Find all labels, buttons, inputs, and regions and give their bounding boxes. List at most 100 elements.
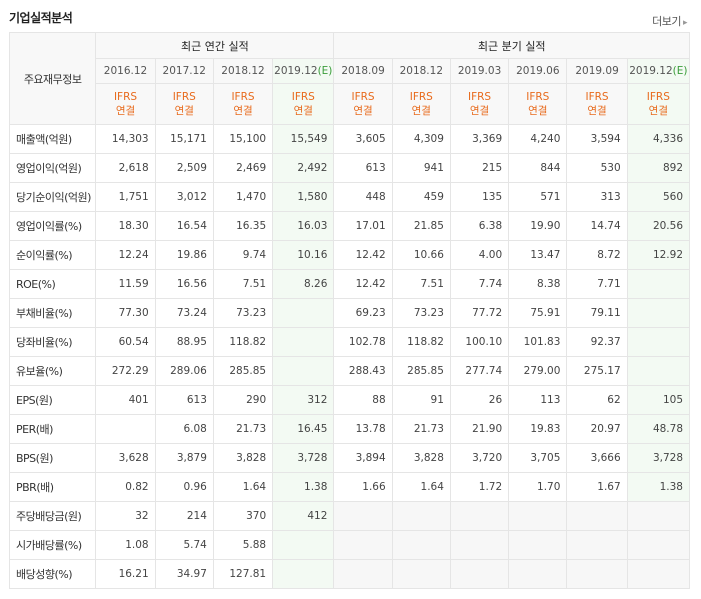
value-cell: 560 bbox=[626, 182, 691, 212]
value-cell: 7.71 bbox=[566, 269, 628, 299]
table-row: BPS(원) 3,628 3,879 3,828 3,728 3,894 3,828 3,72… bbox=[8, 443, 691, 473]
value-cell: 13.47 bbox=[508, 240, 568, 270]
value-cell: 18.30 bbox=[95, 211, 156, 241]
value-cell: 15,549 bbox=[272, 124, 335, 154]
period-label: 2019.12 bbox=[274, 65, 318, 77]
metric-label: ROE(%) bbox=[8, 269, 97, 299]
value-cell: 459 bbox=[391, 182, 451, 212]
value-cell: 1.38 bbox=[272, 472, 335, 502]
value-cell: 613 bbox=[333, 153, 393, 183]
value-cell: 1.38 bbox=[626, 472, 691, 502]
ifrs-cell: IFRS 연결 bbox=[391, 83, 451, 125]
value-cell: 1,580 bbox=[272, 182, 335, 212]
value-cell: 79.11 bbox=[566, 298, 628, 328]
value-cell: 16.45 bbox=[272, 414, 335, 444]
value-cell: 530 bbox=[566, 153, 628, 183]
value-cell bbox=[626, 298, 691, 328]
value-cell: 12.42 bbox=[333, 240, 393, 270]
value-cell: 3,705 bbox=[508, 443, 568, 473]
metric-label: 시가배당률(%) bbox=[8, 530, 97, 560]
metric-label: 순이익률(%) bbox=[8, 240, 97, 270]
value-cell: 101.83 bbox=[508, 327, 568, 357]
value-cell: 7.74 bbox=[449, 269, 510, 299]
estimate-mark: (E) bbox=[672, 65, 688, 77]
value-cell bbox=[391, 501, 451, 531]
value-cell: 12.92 bbox=[626, 240, 691, 270]
value-cell bbox=[391, 559, 451, 589]
table-row: 주당배당금(원) 32 214 370 412 bbox=[8, 501, 691, 531]
value-cell: 285.85 bbox=[391, 356, 451, 386]
consolidated-label: 연결 bbox=[469, 105, 490, 117]
value-cell: 6.38 bbox=[449, 211, 510, 241]
value-cell: 19.83 bbox=[508, 414, 568, 444]
value-cell bbox=[508, 530, 568, 560]
value-cell bbox=[449, 501, 510, 531]
ifrs-label: IFRS bbox=[526, 91, 550, 103]
value-cell: 941 bbox=[391, 153, 451, 183]
value-cell: 4,309 bbox=[391, 124, 451, 154]
value-cell bbox=[333, 501, 393, 531]
value-cell bbox=[626, 269, 691, 299]
value-cell bbox=[272, 356, 335, 386]
ifrs-label: IFRS bbox=[291, 91, 315, 103]
value-cell: 7.51 bbox=[391, 269, 451, 299]
value-cell: 69.23 bbox=[333, 298, 393, 328]
value-cell: 16.21 bbox=[95, 559, 156, 589]
value-cell: 10.16 bbox=[272, 240, 335, 270]
value-cell: 21.90 bbox=[449, 414, 510, 444]
consolidated-label: 연결 bbox=[528, 105, 548, 117]
value-cell: 16.03 bbox=[272, 211, 335, 241]
more-link[interactable]: 더보기 ▸ bbox=[652, 13, 687, 29]
value-cell bbox=[391, 530, 451, 560]
ifrs-cell: IFRS 연결 bbox=[272, 83, 335, 125]
value-cell bbox=[626, 559, 691, 589]
ifrs-cell: IFRS 연결 bbox=[566, 83, 628, 125]
value-cell bbox=[272, 327, 335, 357]
table-row: 유보율(%) 272.29 289.06 285.85 288.43 285.85 277.… bbox=[8, 356, 691, 386]
period-label: 2019.03 bbox=[457, 65, 502, 77]
consolidated-label: 연결 bbox=[353, 105, 373, 117]
value-cell: 6.08 bbox=[154, 414, 214, 444]
value-cell: 16.54 bbox=[154, 211, 214, 241]
ifrs-label: IFRS bbox=[172, 91, 196, 103]
ifrs-label: IFRS bbox=[231, 91, 255, 103]
metric-label: BPS(원) bbox=[8, 443, 97, 473]
ifrs-label: IFRS bbox=[409, 91, 433, 103]
value-cell: 91 bbox=[391, 385, 451, 415]
value-cell: 214 bbox=[154, 501, 214, 531]
period-cell: 2019.12(E) bbox=[272, 58, 335, 84]
value-cell: 288.43 bbox=[333, 356, 393, 386]
value-cell: 3,720 bbox=[449, 443, 510, 473]
value-cell: 60.54 bbox=[95, 327, 156, 357]
more-label[interactable]: 더보기 bbox=[652, 15, 681, 28]
value-cell: 20.97 bbox=[566, 414, 628, 444]
consolidated-label: 연결 bbox=[648, 105, 668, 117]
table-row: 시가배당률(%) 1.08 5.74 5.88 bbox=[8, 530, 691, 560]
table-row: 배당성향(%) 16.21 34.97 127.81 bbox=[8, 559, 691, 589]
value-cell bbox=[626, 327, 691, 357]
ifrs-cell: IFRS 연결 bbox=[449, 83, 510, 125]
value-cell: 113 bbox=[508, 385, 568, 415]
value-cell: 15,171 bbox=[154, 124, 214, 154]
value-cell: 3,828 bbox=[391, 443, 451, 473]
value-cell bbox=[449, 559, 510, 589]
value-cell: 844 bbox=[508, 153, 568, 183]
period-cell: 2019.12(E) bbox=[626, 58, 691, 84]
ifrs-label: IFRS bbox=[585, 91, 609, 103]
value-cell: 3,728 bbox=[272, 443, 335, 473]
value-cell: 9.74 bbox=[212, 240, 274, 270]
value-cell: 12.42 bbox=[333, 269, 393, 299]
ifrs-cell: IFRS 연결 bbox=[626, 83, 691, 125]
value-cell: 13.78 bbox=[333, 414, 393, 444]
ifrs-cell: IFRS 연결 bbox=[508, 83, 568, 125]
section-title: 기업실적분석 bbox=[9, 11, 73, 25]
value-cell: 613 bbox=[154, 385, 214, 415]
value-cell: 12.24 bbox=[95, 240, 156, 270]
value-cell bbox=[508, 501, 568, 531]
consolidated-label: 연결 bbox=[233, 105, 253, 117]
value-cell: 1.72 bbox=[449, 472, 510, 502]
value-cell bbox=[626, 501, 691, 531]
value-cell bbox=[272, 530, 335, 560]
value-cell: 1.64 bbox=[212, 472, 274, 502]
